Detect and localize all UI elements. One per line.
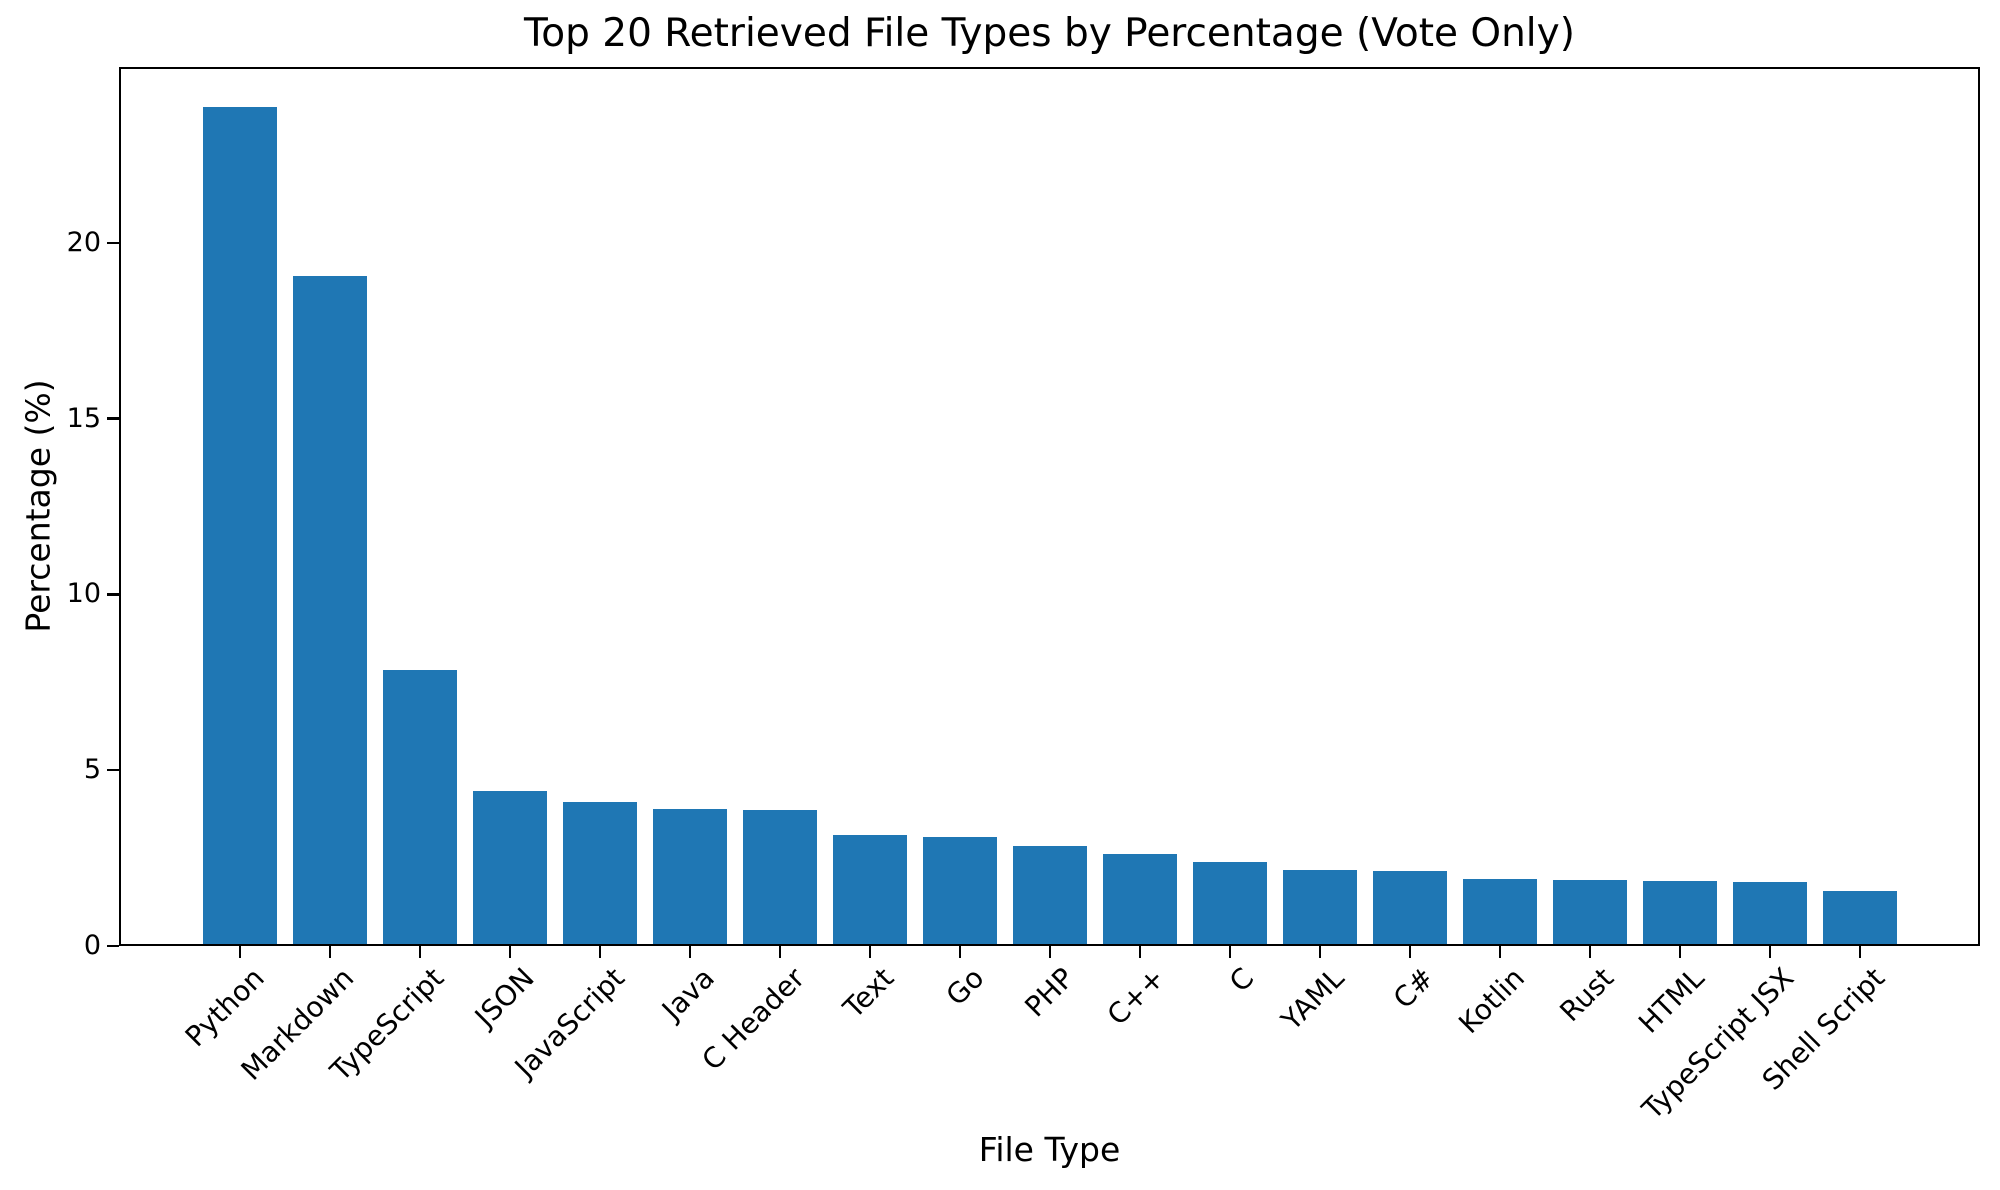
x-tick-mark-java: [688, 946, 692, 958]
chart-title: Top 20 Retrieved File Types by Percentag…: [524, 11, 1575, 56]
x-tick-mark-html: [1678, 946, 1682, 958]
x-tick-mark-typescript-jsx: [1768, 946, 1772, 958]
bar-javascript: [562, 801, 637, 944]
bar-python: [202, 107, 277, 944]
x-tick-label-php: PHP: [1018, 961, 1081, 1024]
x-tick-label-c: C#: [1386, 961, 1441, 1016]
y-tick-label-5: 5: [83, 754, 101, 786]
bar-c: [1192, 862, 1267, 944]
x-tick-label-html: HTML: [1632, 961, 1711, 1040]
y-tick-label-10: 10: [66, 578, 101, 610]
bar-go: [922, 836, 997, 944]
bar-typescript-jsx: [1732, 882, 1807, 944]
x-tick-mark-markdown: [328, 946, 332, 958]
bar-c: [1372, 871, 1447, 944]
bar-c-header: [742, 810, 817, 944]
bar-c: [1102, 854, 1177, 944]
x-tick-mark-c: [1228, 946, 1232, 958]
y-tick-label-15: 15: [66, 402, 101, 434]
bar-markdown: [292, 275, 367, 944]
x-tick-mark-kotlin: [1498, 946, 1502, 958]
x-tick-label-json: JSON: [468, 961, 541, 1034]
bar-rust: [1552, 880, 1627, 944]
x-tick-mark-javascript: [598, 946, 602, 958]
bar-shell-script: [1822, 891, 1897, 944]
x-tick-mark-c-header: [778, 946, 782, 958]
x-tick-label-go: Go: [939, 961, 991, 1013]
x-tick-mark-c: [1138, 946, 1142, 958]
x-tick-mark-json: [508, 946, 512, 958]
y-tick-mark-15: [107, 417, 119, 420]
y-tick-mark-0: [107, 944, 119, 948]
x-tick-mark-yaml: [1318, 946, 1322, 958]
x-axis-label: File Type: [978, 1130, 1121, 1169]
y-tick-label-20: 20: [66, 226, 101, 258]
bar-html: [1642, 880, 1717, 944]
x-tick-label-java: Java: [655, 961, 721, 1027]
x-tick-mark-text: [868, 946, 872, 958]
y-tick-mark-5: [107, 768, 119, 772]
plot-area: [119, 67, 1980, 946]
x-tick-mark-python: [238, 946, 242, 958]
bar-java: [652, 808, 727, 944]
x-tick-mark-go: [958, 946, 962, 958]
bar-typescript: [382, 669, 457, 944]
x-tick-mark-rust: [1588, 946, 1592, 958]
x-tick-mark-c: [1408, 946, 1412, 958]
bar-text: [832, 835, 907, 944]
x-tick-mark-php: [1048, 946, 1052, 958]
y-tick-mark-10: [107, 593, 119, 596]
x-tick-label-text: Text: [837, 961, 901, 1025]
x-tick-label-yaml: YAML: [1275, 961, 1351, 1037]
y-tick-mark-20: [107, 241, 119, 245]
x-tick-mark-typescript: [418, 946, 422, 958]
x-tick-label-kotlin: Kotlin: [1451, 961, 1531, 1041]
x-tick-label-rust: Rust: [1553, 961, 1621, 1029]
bar-json: [472, 791, 547, 944]
bar-yaml: [1282, 870, 1357, 944]
x-tick-label-c: C++: [1100, 961, 1171, 1032]
y-tick-label-0: 0: [83, 930, 101, 961]
x-tick-label-c: C: [1223, 961, 1261, 999]
bar-kotlin: [1462, 878, 1537, 944]
x-tick-mark-shell-script: [1858, 946, 1862, 958]
bar-php: [1012, 845, 1087, 944]
